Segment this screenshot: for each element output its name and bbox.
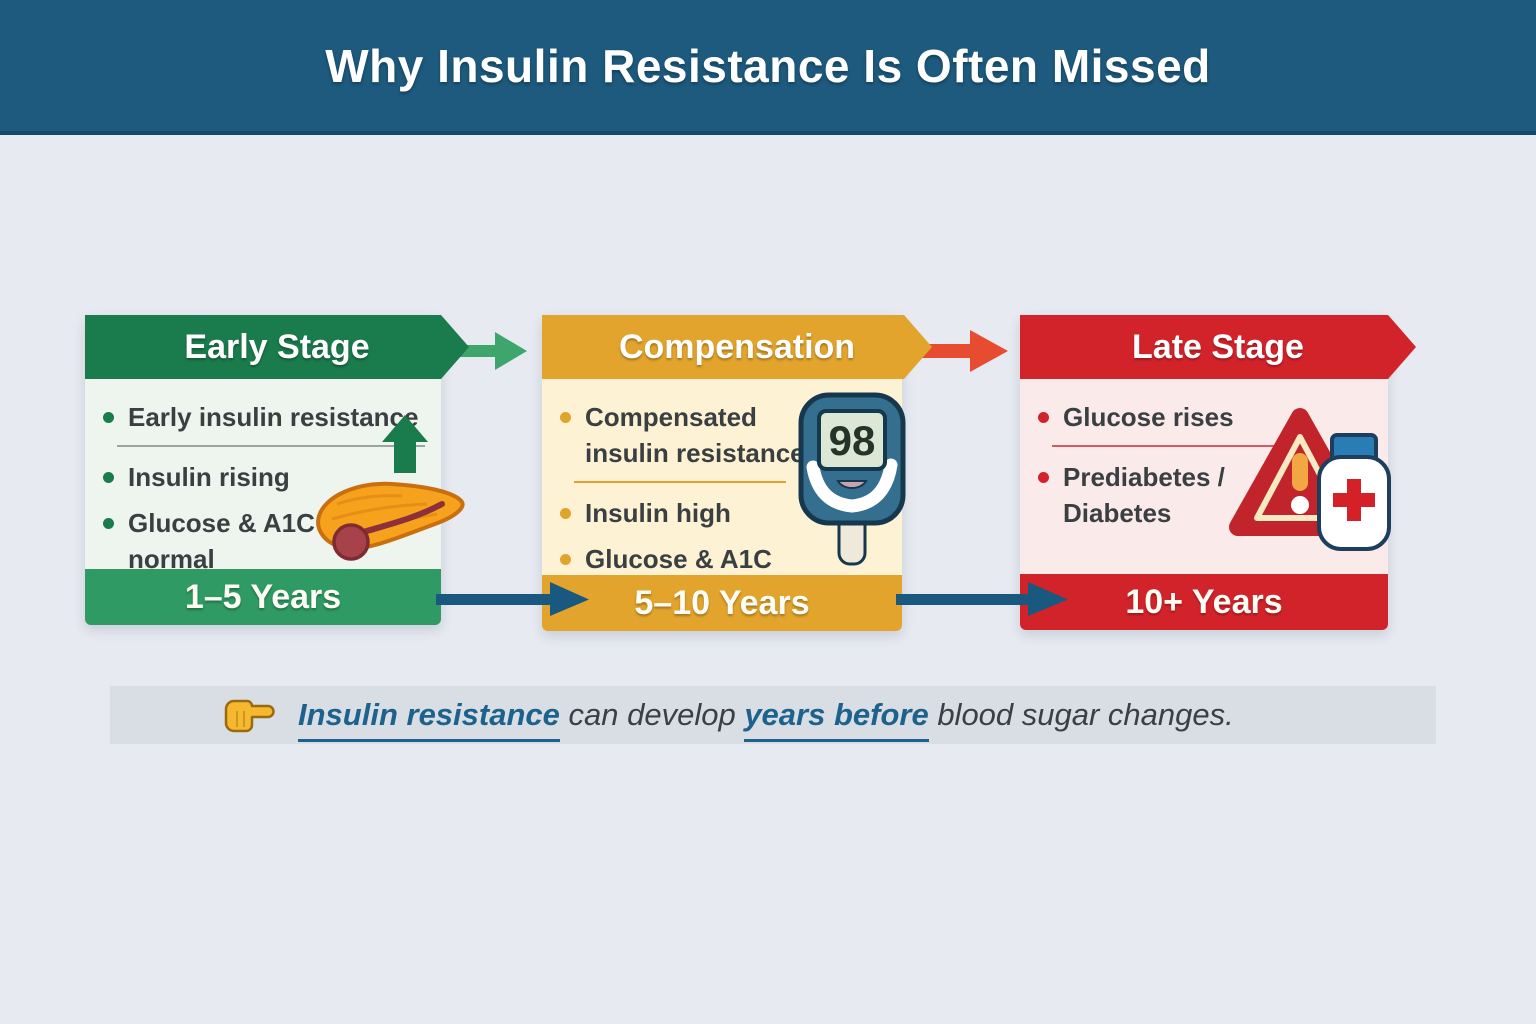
bullet-item: Insulin rising xyxy=(99,459,334,495)
duration-text: 1–5 Years xyxy=(184,577,342,616)
pancreas-icon xyxy=(316,481,465,561)
bullet-item: Glucose rises xyxy=(1034,399,1388,435)
divider-line xyxy=(574,481,786,483)
stage-label: Late Stage xyxy=(1132,327,1304,366)
duration-text: 10+ Years xyxy=(1125,582,1283,621)
stage-card-late: Late Stage Glucose rises Prediabetes / D… xyxy=(1020,315,1388,630)
divider-line xyxy=(1052,445,1274,447)
timeline-arrow-2-icon xyxy=(896,582,1068,616)
bullet-text: Early insulin resistance xyxy=(128,402,419,432)
stage-header-late: Late Stage xyxy=(1020,315,1416,379)
stage-header-early: Early Stage xyxy=(85,315,469,379)
meter-reading: 98 xyxy=(829,417,876,464)
bullet-dot xyxy=(103,412,114,423)
duration-text: 5–10 Years xyxy=(634,583,810,622)
bullet-dot xyxy=(560,508,571,519)
stage-label: Early Stage xyxy=(184,327,370,366)
footnote-highlight-2: years before xyxy=(744,697,929,742)
bullet-text: Compensated insulin resistance xyxy=(585,402,805,468)
bullet-text: Prediabetes / Diabetes xyxy=(1063,462,1225,528)
page-title: Why Insulin Resistance Is Often Missed xyxy=(325,39,1211,92)
stage-duration-compensation: 5–10 Years xyxy=(542,575,902,631)
bullet-item: Insulin high xyxy=(556,495,818,531)
stage-arrow-red-icon xyxy=(918,330,1008,372)
stage-body-compensation: Compensated insulin resistance Insulin h… xyxy=(542,379,906,610)
footnote-plain-2: blood sugar changes. xyxy=(928,697,1234,732)
bullet-item: Compensated insulin resistance xyxy=(556,399,818,471)
stage-duration-late: 10+ Years xyxy=(1020,574,1388,630)
bullet-dot xyxy=(560,554,571,565)
stage-card-compensation: Compensation Compensated insulin resista… xyxy=(542,315,902,631)
footnote-text: Insulin resistance can develop years bef… xyxy=(298,697,1234,742)
stage-card-early: Early Stage Early insulin resistance Ins… xyxy=(85,315,441,625)
stage-body-late: Glucose rises Prediabetes / Diabetes xyxy=(1020,379,1391,574)
timeline-arrow-1-icon xyxy=(436,582,589,616)
divider-line xyxy=(117,445,425,447)
bullet-text: Insulin rising xyxy=(128,462,290,492)
medicine-bottle-icon xyxy=(1317,433,1391,551)
stage-body-early: Early insulin resistance Insulin rising … xyxy=(85,379,465,574)
bullet-text: Insulin high xyxy=(585,498,731,528)
stage-duration-early: 1–5 Years xyxy=(85,569,441,625)
bullet-dot xyxy=(103,518,114,529)
bullet-dot xyxy=(1038,412,1049,423)
bullet-dot xyxy=(103,472,114,483)
title-band: Why Insulin Resistance Is Often Missed xyxy=(0,0,1536,135)
up-arrow-icon xyxy=(382,415,428,473)
stage-label: Compensation xyxy=(618,327,856,366)
footnote-plain-1: can develop xyxy=(559,697,745,732)
glucose-meter-icon: 98 xyxy=(798,392,906,566)
bullet-item: Glucose & A1C normal xyxy=(99,505,334,577)
footnote-highlight-1: Insulin resistance xyxy=(298,697,560,742)
bullet-text: Glucose & A1C normal xyxy=(128,508,315,574)
bullet-text: Glucose rises xyxy=(1063,402,1234,432)
bullet-item: Prediabetes / Diabetes xyxy=(1034,459,1249,531)
pointing-hand-icon xyxy=(224,699,275,733)
stage-header-compensation: Compensation xyxy=(542,315,932,379)
bullet-dot xyxy=(1038,472,1049,483)
bullet-dot xyxy=(560,412,571,423)
bullet-item: Early insulin resistance xyxy=(99,399,441,435)
bullet-list: Glucose rises Prediabetes / Diabetes xyxy=(1020,379,1388,531)
footnote-banner: Insulin resistance can develop years bef… xyxy=(110,686,1436,744)
stage-arrow-green-icon xyxy=(458,332,527,370)
